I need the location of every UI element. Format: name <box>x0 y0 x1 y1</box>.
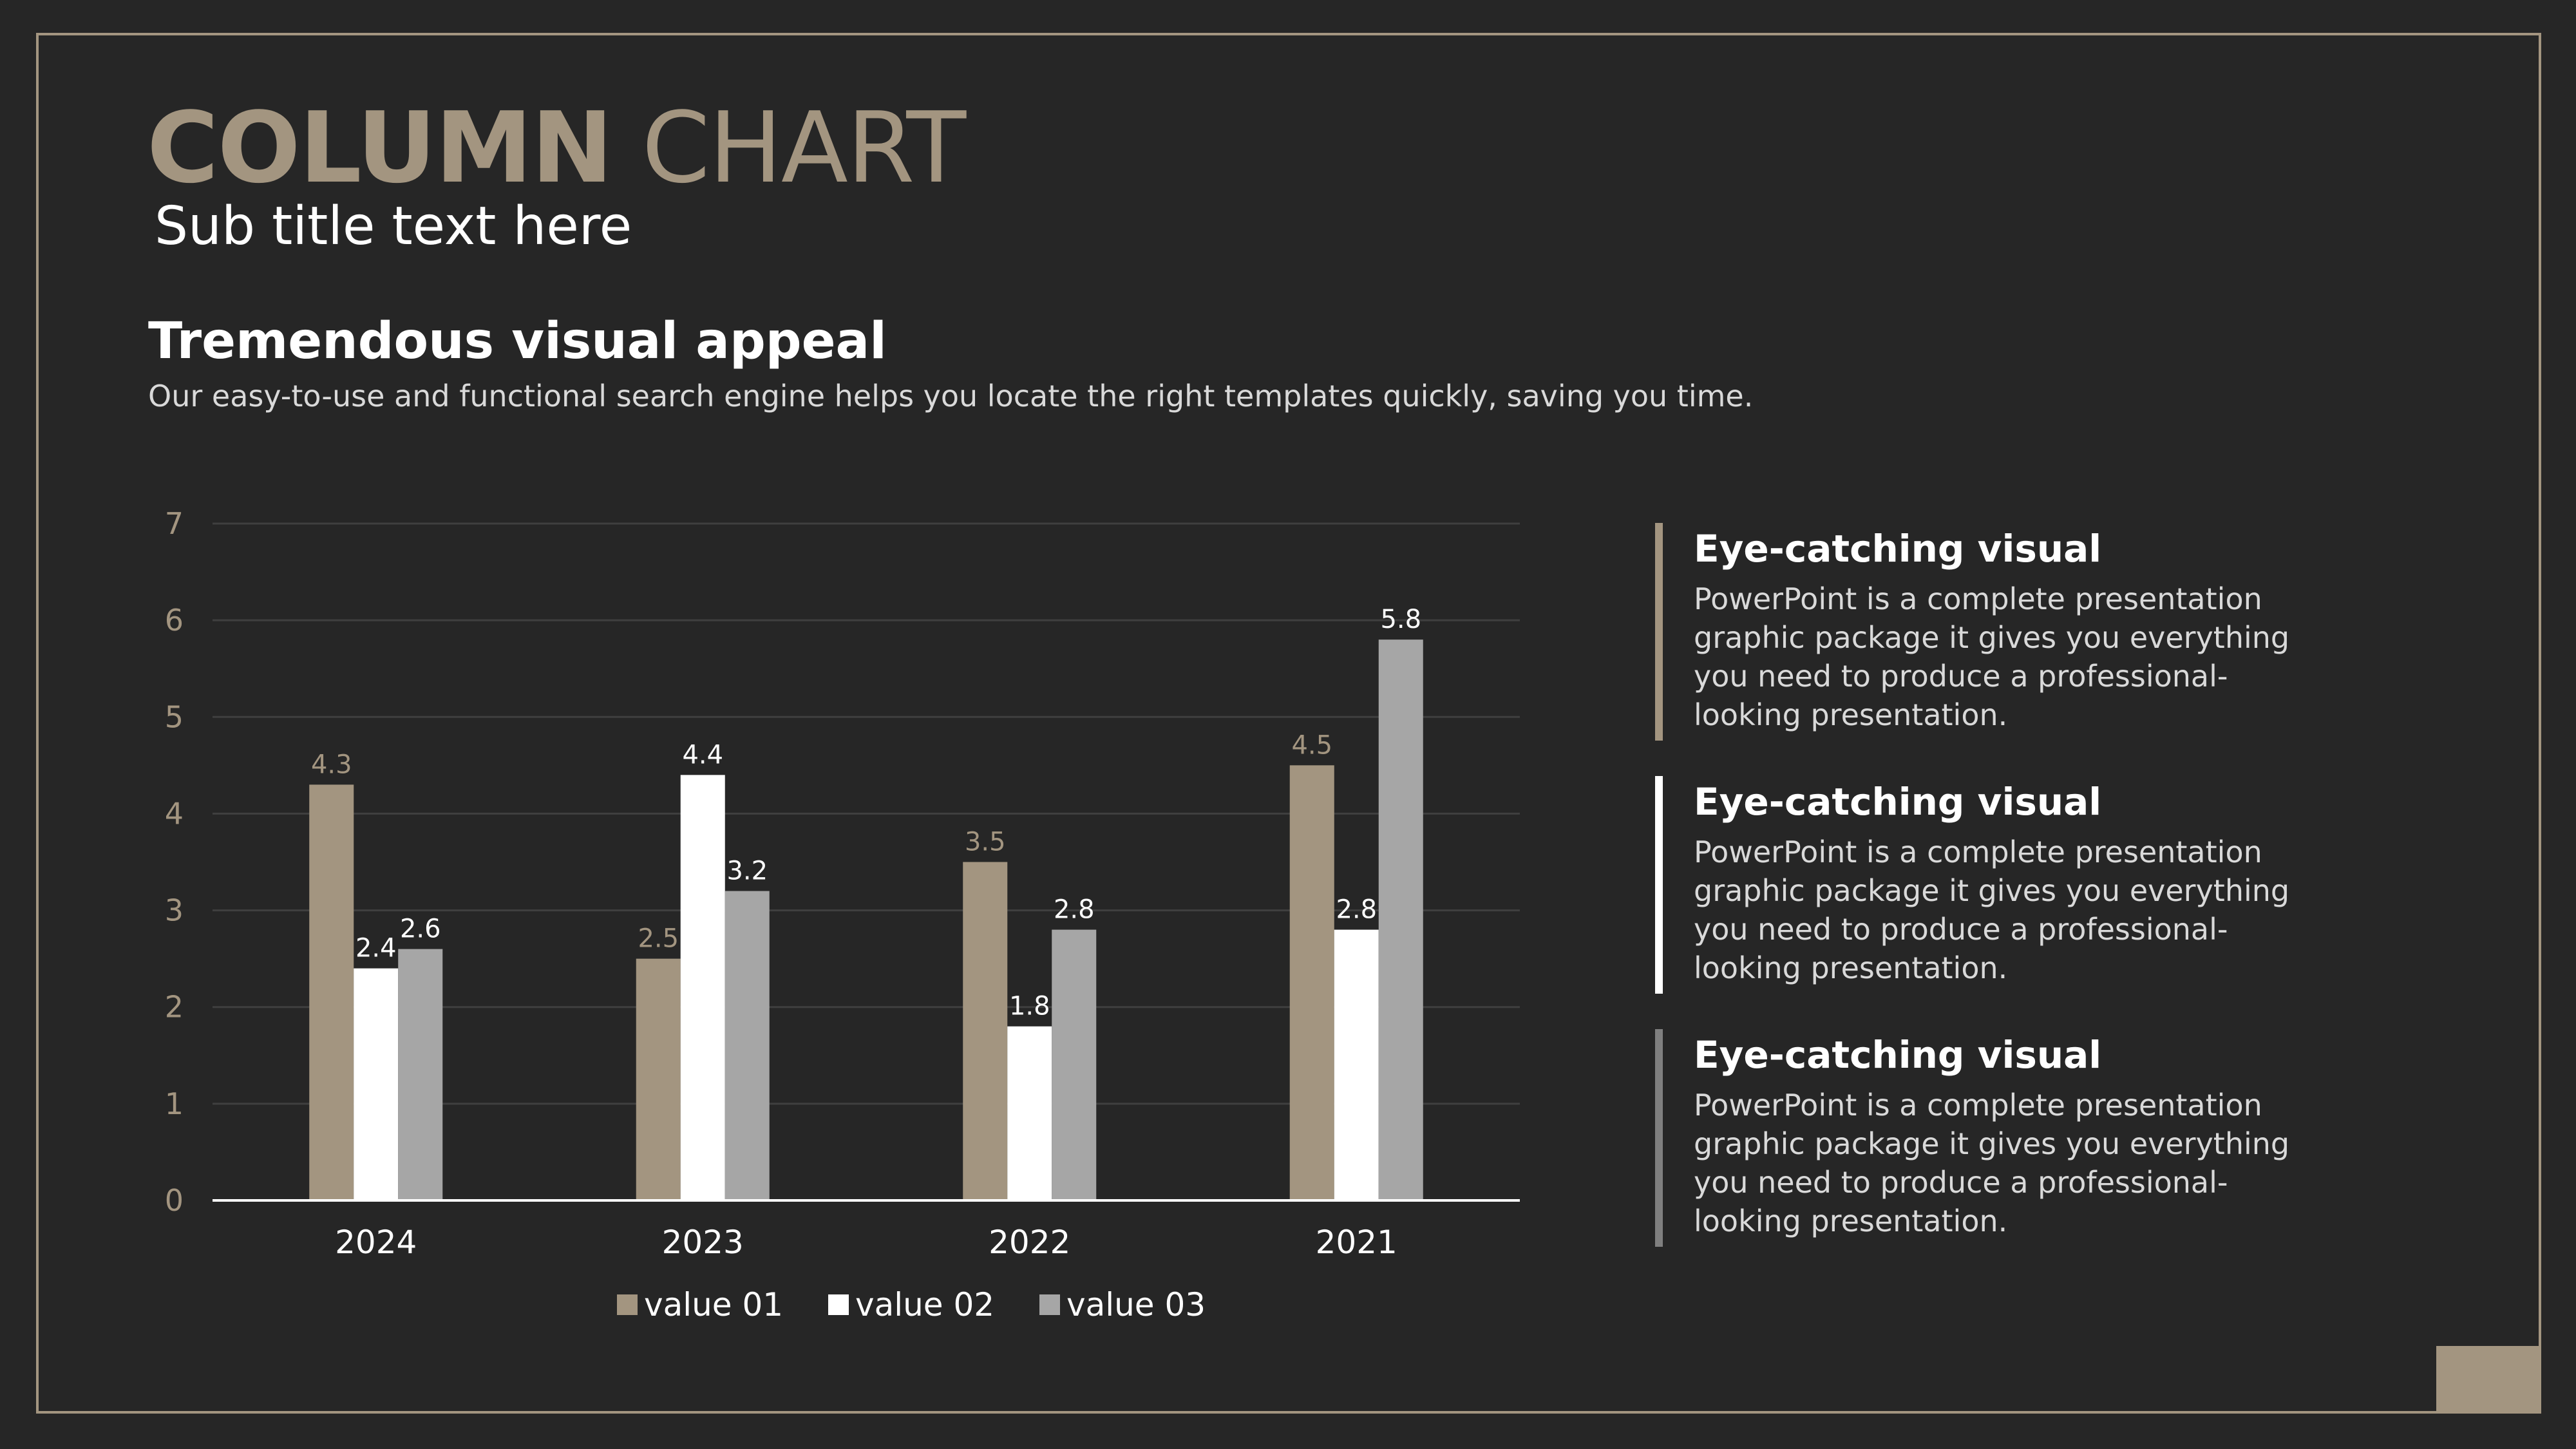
bar <box>398 949 443 1200</box>
data-label: 1.8 <box>1009 992 1050 1021</box>
bar <box>1378 639 1423 1200</box>
section-description: Our easy-to-use and functional search en… <box>148 379 1754 413</box>
info-accent-bar <box>1655 523 1663 741</box>
section-heading: Tremendous visual appeal <box>148 312 887 370</box>
data-label: 3.2 <box>726 857 768 886</box>
corner-accent-block <box>2436 1346 2541 1414</box>
x-tick-label: 2021 <box>1316 1224 1397 1261</box>
data-label: 4.3 <box>311 750 352 779</box>
y-tick-label: 2 <box>165 990 184 1025</box>
slide-title: COLUMN CHART <box>147 90 966 206</box>
bar <box>963 862 1008 1200</box>
legend-swatch <box>828 1294 849 1315</box>
info-title: Eye-catching visual <box>1694 527 2102 571</box>
x-tick-label: 2022 <box>989 1224 1070 1261</box>
x-tick-label: 2023 <box>662 1224 744 1261</box>
data-label: 2.4 <box>355 934 397 963</box>
y-tick-label: 0 <box>165 1183 184 1218</box>
bar <box>1052 929 1097 1200</box>
title-bold: COLUMN <box>147 91 613 205</box>
chart-bars <box>309 639 1423 1200</box>
y-tick-label: 6 <box>165 603 184 638</box>
bar <box>1289 765 1334 1200</box>
slide-subtitle: Sub title text here <box>155 196 632 257</box>
y-tick-label: 4 <box>165 796 184 831</box>
info-title: Eye-catching visual <box>1694 1033 2102 1077</box>
bar <box>309 784 354 1200</box>
legend-swatch <box>617 1294 638 1315</box>
info-text: PowerPoint is a complete presentation gr… <box>1694 1088 2290 1238</box>
bar <box>724 891 770 1200</box>
data-label: 2.5 <box>638 924 679 954</box>
bar <box>636 958 681 1200</box>
chart-data-labels: 4.3 2.42.6 2.5 4.4 3.2 3.5 1.8 2.8 4.5 2.8 5.8 <box>311 605 1421 1021</box>
chart-legend: value 01 value 02 value 03 <box>617 1286 1206 1323</box>
title-light: CHART <box>641 91 966 205</box>
data-label: 5.8 <box>1380 605 1421 634</box>
chart-axes: 0 1 2 3 4 5 6 7 2024 2023 2022 2021 <box>165 506 1520 1261</box>
data-label: 2.8 <box>1054 895 1095 925</box>
bar <box>354 968 399 1200</box>
legend-swatch <box>1039 1294 1060 1315</box>
data-label: 3.5 <box>965 828 1006 857</box>
info-text: PowerPoint is a complete presentation gr… <box>1694 835 2290 985</box>
info-accent-bar <box>1655 1029 1663 1247</box>
info-title: Eye-catching visual <box>1694 780 2102 824</box>
legend-label: value 03 <box>1066 1286 1206 1323</box>
y-tick-label: 7 <box>165 506 184 541</box>
legend-label: value 01 <box>644 1286 783 1323</box>
slide-frame <box>36 33 2541 1414</box>
info-text: PowerPoint is a complete presentation gr… <box>1694 582 2290 732</box>
bar <box>1334 929 1379 1200</box>
y-tick-label: 1 <box>165 1086 184 1121</box>
x-tick-label: 2024 <box>335 1224 417 1261</box>
bar <box>1007 1026 1052 1200</box>
data-label: 4.4 <box>682 740 723 770</box>
y-tick-label: 3 <box>165 893 184 928</box>
info-accent-bar <box>1655 776 1663 994</box>
legend-label: value 02 <box>855 1286 994 1323</box>
bar <box>680 775 725 1200</box>
data-label: 2.6 <box>400 914 441 944</box>
data-label: 4.5 <box>1291 730 1332 760</box>
data-label: 2.8 <box>1336 895 1377 925</box>
y-tick-label: 5 <box>165 699 184 734</box>
